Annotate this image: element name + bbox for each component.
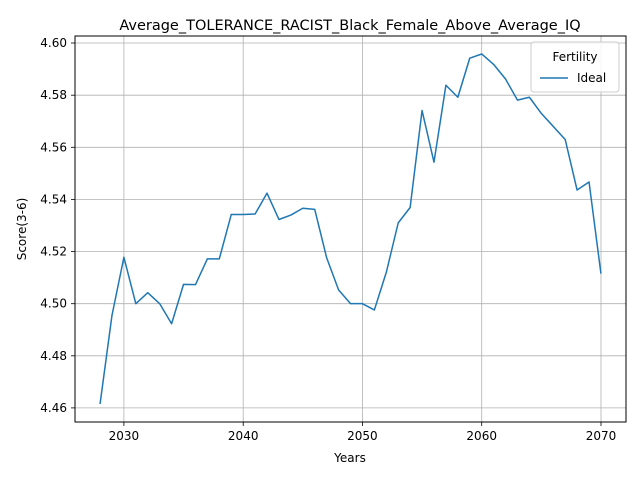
x-tick-label: 2070 bbox=[586, 429, 617, 443]
grid-lines bbox=[75, 36, 626, 422]
y-axis-title: Score(3-6) bbox=[15, 198, 29, 261]
chart-title: Average_TOLERANCE_RACIST_Black_Female_Ab… bbox=[119, 18, 580, 34]
legend-box bbox=[530, 41, 620, 93]
x-tick-label: 2050 bbox=[347, 429, 378, 443]
series-line-ideal bbox=[99, 53, 602, 405]
series-group bbox=[99, 53, 602, 405]
y-axis: 4.46 4.48 4.50 4.52 4.54 4.56 4.58 4.60 bbox=[40, 36, 75, 415]
plot-area-frame bbox=[74, 35, 627, 423]
y-tick-label: 4.54 bbox=[40, 192, 67, 206]
x-tick-label: 2040 bbox=[228, 429, 259, 443]
y-tick-label: 4.58 bbox=[40, 88, 67, 102]
x-tick-label: 2060 bbox=[466, 429, 497, 443]
y-tick-label: 4.50 bbox=[40, 297, 67, 311]
legend: Fertility Ideal bbox=[530, 41, 620, 93]
x-tick-label: 2030 bbox=[109, 429, 140, 443]
y-tick-label: 4.52 bbox=[40, 245, 67, 259]
y-tick-label: 4.48 bbox=[40, 349, 67, 363]
y-tick-label: 4.60 bbox=[40, 36, 67, 50]
y-tick-label: 4.46 bbox=[40, 401, 67, 415]
legend-label-ideal: Ideal bbox=[577, 71, 606, 85]
x-axis-title: Years bbox=[333, 451, 366, 465]
y-tick-label: 4.56 bbox=[40, 140, 67, 154]
x-axis: 2030 2040 2050 2060 2070 bbox=[109, 422, 617, 443]
legend-title: Fertility bbox=[552, 50, 597, 64]
